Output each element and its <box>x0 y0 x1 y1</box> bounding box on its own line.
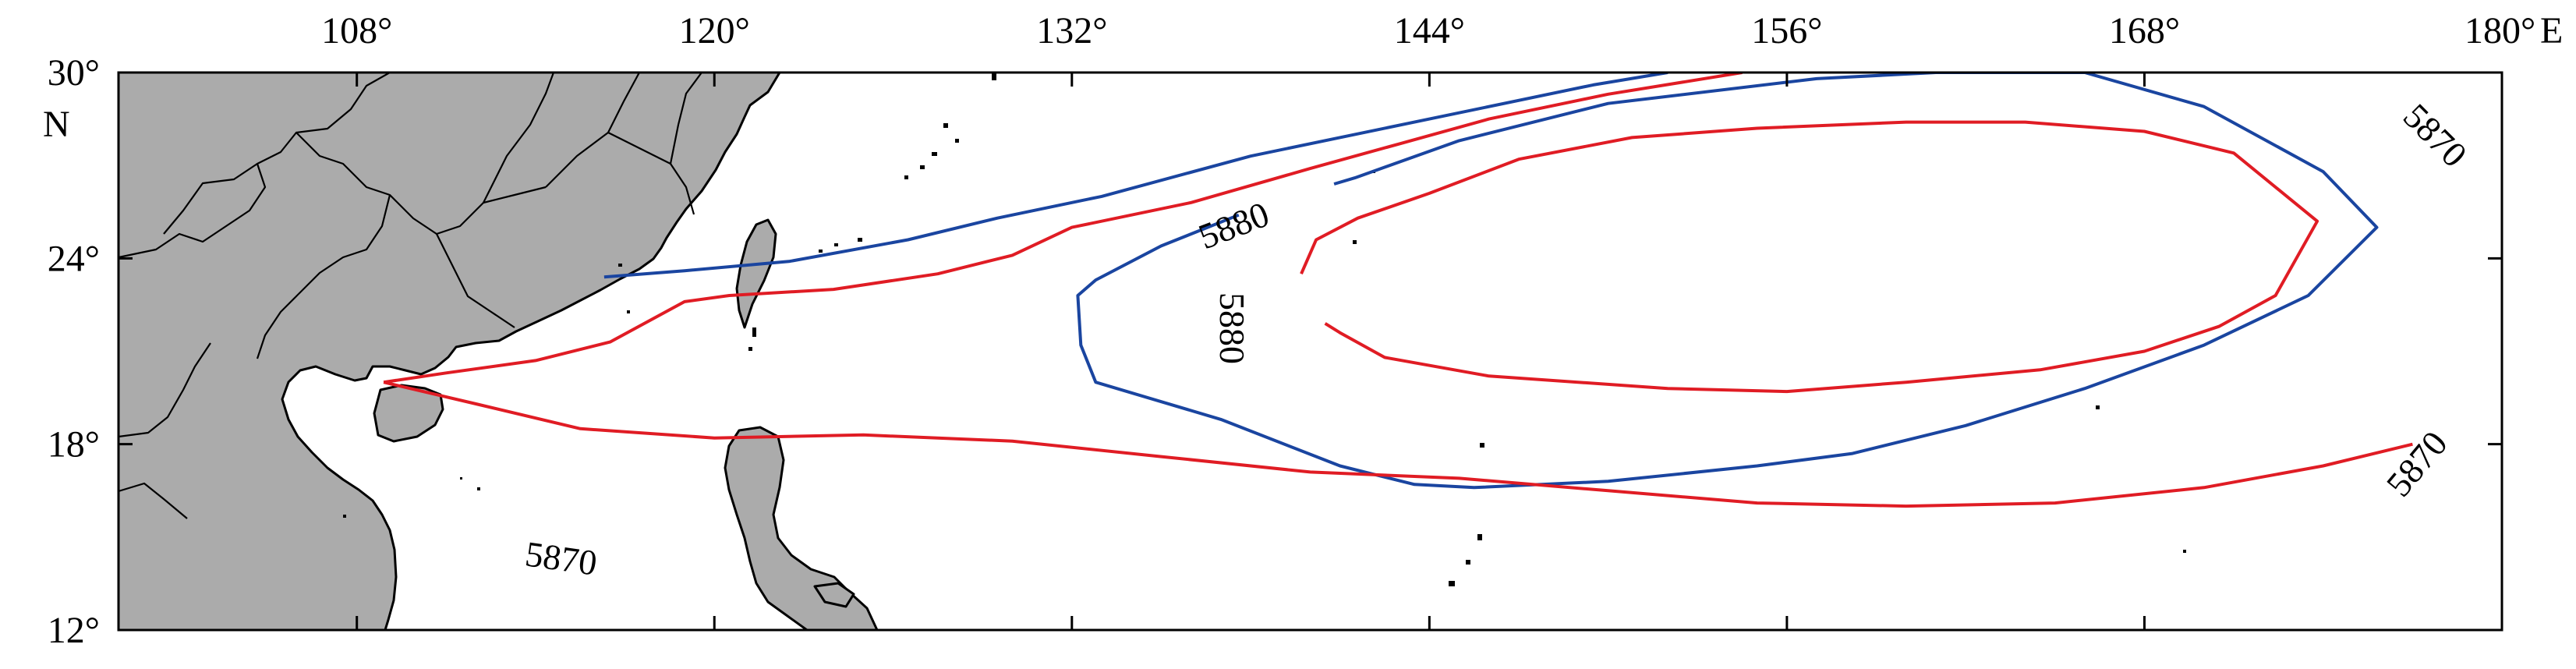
lon-tick-label-1: 120° <box>679 10 750 51</box>
latitude-ticks: 30° 24° 18° 12° <box>48 52 2502 651</box>
lon-tick-label-6: 180° <box>2465 10 2535 51</box>
contour-5870-3 <box>383 381 2413 508</box>
lon-tick-label-3: 144° <box>1394 10 1465 51</box>
lat-tick-label-3: 12° <box>48 610 100 651</box>
taiwan-island <box>735 218 777 329</box>
small-islands <box>343 73 2186 586</box>
mainland-landmass <box>119 73 781 630</box>
luzon-island <box>724 426 879 630</box>
contour-5870-0 <box>603 73 1668 279</box>
contour-5880-4 <box>1300 120 2319 394</box>
longitude-ticks: 108° 120° 132° 144° 156° 168° 180° <box>321 10 2535 630</box>
contour-5870-2 <box>383 73 1743 384</box>
lat-tick-label-1: 24° <box>48 238 100 279</box>
contour-label-5870-blue-west: 5870 <box>523 533 600 582</box>
contour-label-5880-red: 5880 <box>1212 292 1252 364</box>
lon-tick-label-4: 156° <box>1751 10 1822 51</box>
contour-label-5870-red: 5870 <box>2396 96 2475 175</box>
contour-5880-1 <box>1076 73 2379 490</box>
longitude-unit: E <box>2540 10 2563 51</box>
latitude-unit: N <box>43 104 70 145</box>
contour-label-5880-blue: 5880 <box>1193 194 1274 257</box>
lon-tick-label-0: 108° <box>321 10 392 51</box>
contour-label-5870-blue-east: 5870 <box>2379 423 2455 504</box>
lat-tick-label-2: 18° <box>48 424 100 465</box>
contour-lines <box>383 73 2413 508</box>
lon-tick-label-5: 168° <box>2109 10 2180 51</box>
hainan-island <box>373 384 444 443</box>
visayas-islands <box>813 582 855 608</box>
lat-tick-label-0: 30° <box>48 52 100 94</box>
map-frame <box>117 71 2503 632</box>
province-borders <box>119 73 702 519</box>
lon-tick-label-2: 132° <box>1036 10 1107 51</box>
